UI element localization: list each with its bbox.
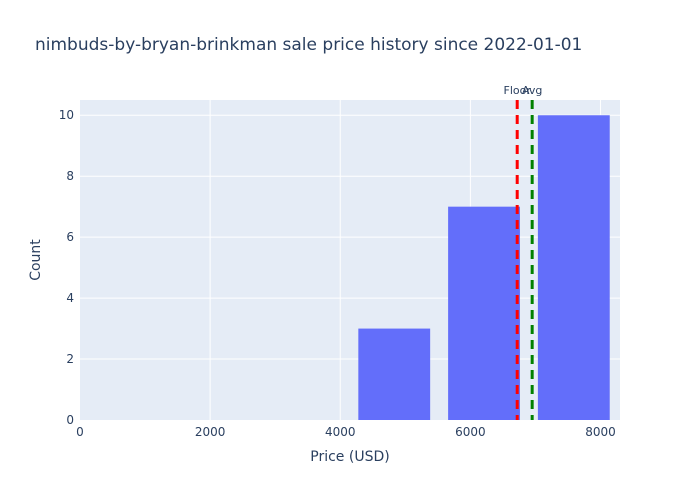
y-tick-label: 4	[66, 291, 74, 305]
y-tick-label: 2	[66, 352, 74, 366]
plot-area	[80, 100, 620, 420]
x-axis-title: Price (USD)	[310, 449, 389, 465]
x-tick-label: 8000	[585, 425, 616, 439]
histogram-bar	[358, 328, 431, 420]
x-tick-label: 2000	[195, 425, 226, 439]
bars	[358, 115, 610, 420]
x-tick-label: 6000	[455, 425, 486, 439]
chart-title: nimbuds-by-bryan-brinkman sale price his…	[35, 35, 582, 55]
x-axis-ticks: 0 2000 4000 6000 8000	[76, 425, 616, 439]
histogram-bar	[448, 206, 520, 420]
y-tick-label: 10	[59, 108, 74, 122]
reference-line-label: Avg	[522, 84, 542, 97]
y-tick-label: 0	[66, 413, 74, 427]
x-tick-label: 4000	[325, 425, 356, 439]
reference-line-label: Floor	[504, 84, 532, 97]
y-tick-label: 8	[66, 169, 74, 183]
y-axis-ticks: 0 2 4 6 8 10	[59, 108, 74, 427]
y-axis-title: Count	[28, 239, 44, 281]
histogram-bar	[537, 115, 610, 420]
x-tick-label: 0	[76, 425, 84, 439]
y-tick-label: 6	[66, 230, 74, 244]
